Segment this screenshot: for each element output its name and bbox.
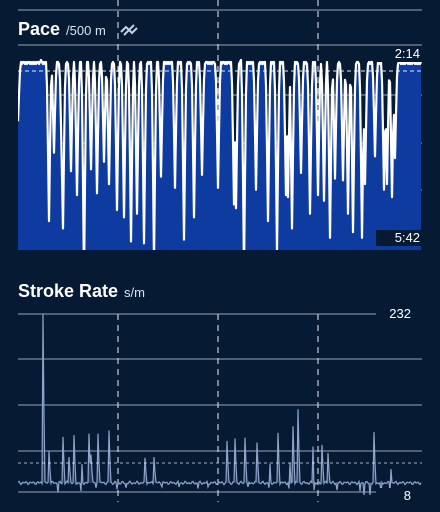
stroke-rate-gridlines	[18, 313, 422, 502]
svg-text:2:14: 2:14	[395, 46, 420, 61]
pace-title: Pace	[18, 19, 61, 39]
svg-text:5:42: 5:42	[395, 230, 420, 245]
pace-chart: 2:14 5:42	[18, 0, 422, 250]
stroke-rate-unit: s/m	[124, 285, 145, 300]
svg-text:232: 232	[389, 306, 411, 321]
stroke-rate-title-group: Stroke Rate s/m	[18, 281, 145, 302]
stroke-rate-axis-ticks: 232 8	[376, 306, 422, 504]
stroke-rate-line	[18, 313, 422, 496]
pace-tick-label: 5:42	[376, 230, 422, 246]
stroke-rate-tick-label: 8	[376, 488, 422, 504]
pace-line	[18, 58, 422, 250]
stroke-rate-chart: 232 8	[18, 306, 422, 504]
pace-axis-ticks: 2:14 5:42	[376, 46, 422, 246]
pace-unit: /500 m	[66, 23, 106, 38]
sync-off-icon[interactable]	[120, 21, 138, 42]
pace-tick-label: 2:14	[376, 46, 422, 62]
svg-text:8: 8	[404, 488, 411, 503]
pace-title-group: Pace/500 m	[18, 19, 138, 42]
stroke-rate-tick-label: 232	[376, 306, 422, 322]
stroke-rate-title: Stroke Rate	[18, 281, 119, 301]
